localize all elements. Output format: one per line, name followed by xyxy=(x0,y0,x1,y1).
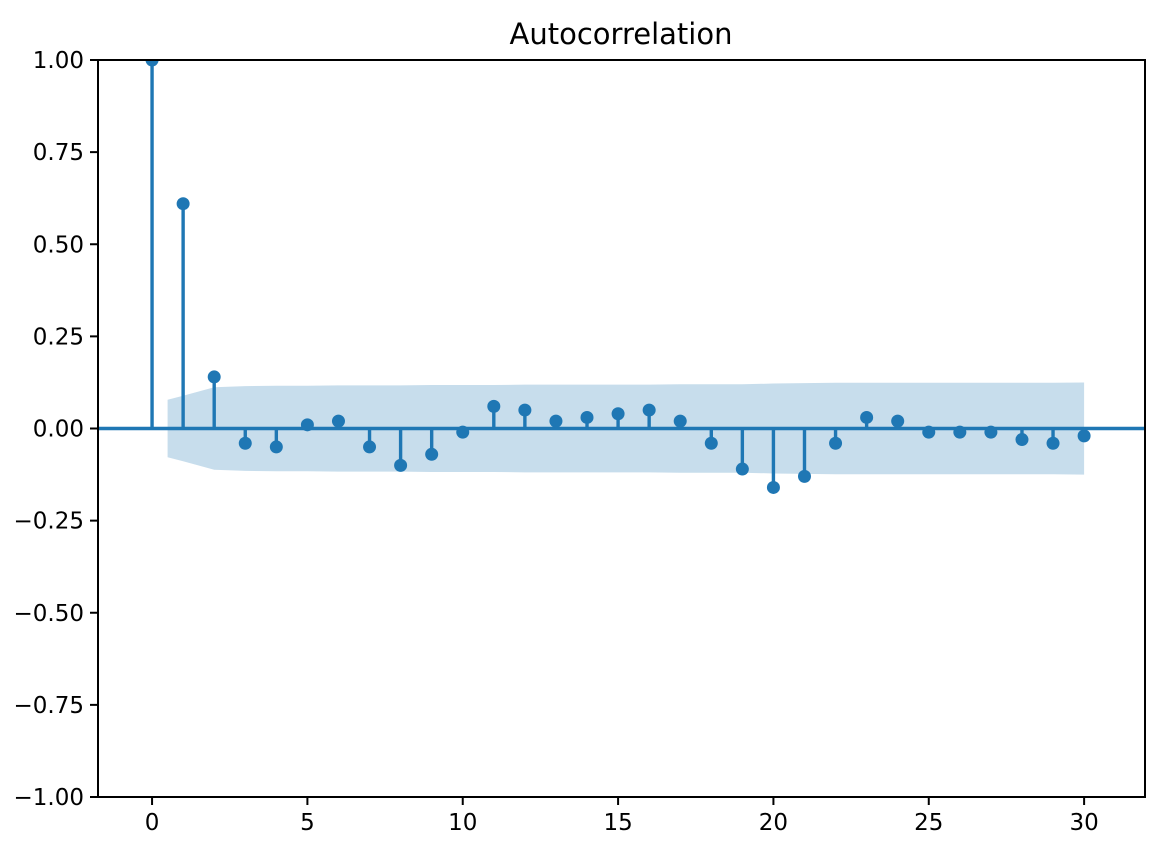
acf-marker-lag-16 xyxy=(642,403,656,417)
acf-marker-lag-13 xyxy=(549,414,563,428)
y-tick-label: −0.75 xyxy=(14,693,84,719)
acf-marker-lag-17 xyxy=(673,414,687,428)
y-tick-label: −0.50 xyxy=(14,601,84,627)
acf-marker-lag-21 xyxy=(797,469,811,483)
y-tick-label: 0.00 xyxy=(33,417,84,443)
acf-marker-lag-28 xyxy=(1015,433,1029,447)
acf-marker-lag-19 xyxy=(735,462,749,476)
acf-marker-lag-3 xyxy=(238,436,252,450)
x-tick-label: 10 xyxy=(448,810,477,836)
acf-marker-lag-2 xyxy=(207,370,221,384)
y-tick-label: 0.75 xyxy=(33,140,84,166)
acf-marker-lag-23 xyxy=(860,410,874,424)
axes-layer: 0 5 10 15 20 25 30 1.00 0.75 0.50 0.25 0.00 −0.25 −0.… xyxy=(14,48,1146,836)
acf-marker-lag-18 xyxy=(704,436,718,450)
acf-marker-lag-29 xyxy=(1046,436,1060,450)
acf-marker-lag-5 xyxy=(300,418,314,432)
acf-marker-lag-6 xyxy=(331,414,345,428)
x-tick-label: 5 xyxy=(300,810,315,836)
x-tick-label: 30 xyxy=(1069,810,1098,836)
y-tick-label: −1.00 xyxy=(14,785,84,811)
acf-marker-lag-12 xyxy=(518,403,532,417)
x-tick-label: 0 xyxy=(145,810,160,836)
acf-marker-lag-20 xyxy=(766,480,780,494)
acf-marker-lag-4 xyxy=(269,440,283,454)
x-tick-label: 25 xyxy=(914,810,943,836)
acf-marker-lag-8 xyxy=(394,458,408,472)
acf-marker-lag-27 xyxy=(984,425,998,439)
plot-title: Autocorrelation xyxy=(510,17,733,51)
acf-marker-lag-24 xyxy=(891,414,905,428)
acf-marker-lag-22 xyxy=(829,436,843,450)
acf-marker-lag-10 xyxy=(456,425,470,439)
acf-marker-lag-14 xyxy=(580,410,594,424)
stem-series-layer xyxy=(98,60,1145,494)
y-tick-label: −0.25 xyxy=(14,509,84,535)
acf-marker-lag-26 xyxy=(953,425,967,439)
acf-marker-lag-1 xyxy=(176,197,190,211)
acf-marker-lag-15 xyxy=(611,407,625,421)
acf-marker-lag-0 xyxy=(145,60,159,67)
y-tick-label: 0.50 xyxy=(33,232,84,258)
x-tick-label: 20 xyxy=(759,810,788,836)
y-tick-label: 0.25 xyxy=(33,324,84,350)
acf-marker-lag-7 xyxy=(363,440,377,454)
acf-marker-lag-30 xyxy=(1077,429,1091,443)
x-tick-label: 15 xyxy=(603,810,632,836)
y-tick-label: 1.00 xyxy=(33,48,84,74)
acf-marker-lag-11 xyxy=(487,399,501,413)
acf-marker-lag-9 xyxy=(425,447,439,461)
acf-marker-lag-25 xyxy=(922,425,936,439)
